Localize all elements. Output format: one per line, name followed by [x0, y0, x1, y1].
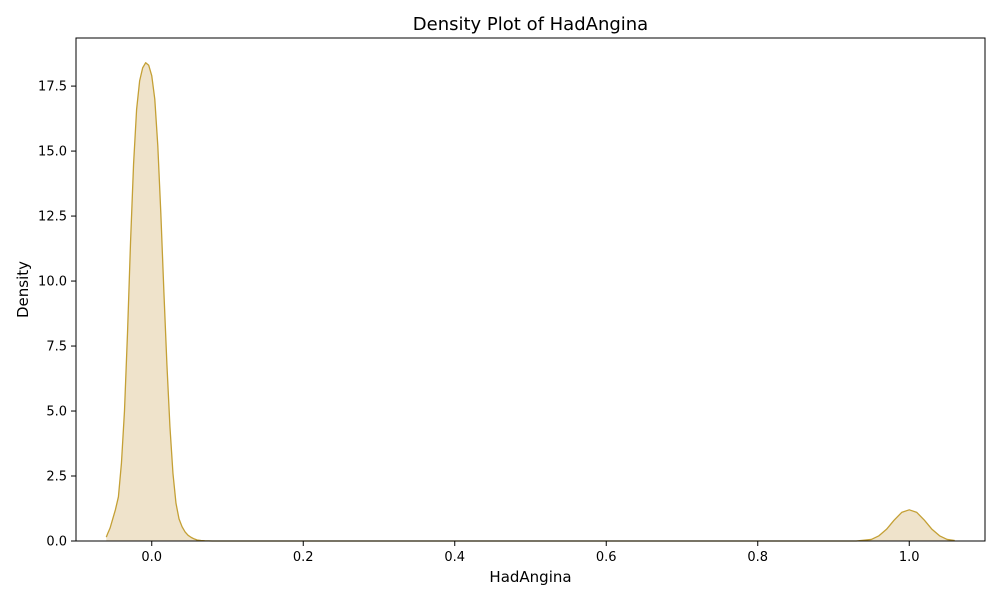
- x-axis-ticks: 0.0 0.2 0.4 0.6 0.8 1.0: [141, 541, 920, 565]
- chart-title: Density Plot of HadAngina: [413, 14, 648, 35]
- y-tick-label: 2.5: [46, 470, 67, 485]
- y-tick-label: 15.0: [38, 145, 67, 160]
- y-tick-label: 5.0: [46, 405, 67, 420]
- y-tick-label: 12.5: [38, 210, 67, 225]
- x-tick-label: 0.8: [747, 550, 768, 565]
- x-tick-label: 0.6: [596, 550, 617, 565]
- plot-frame: [75, 37, 986, 542]
- x-tick-label: 0.4: [444, 550, 465, 565]
- plot-area: [105, 62, 955, 542]
- x-axis-title: HadAngina: [489, 568, 571, 586]
- x-tick-label: 0.2: [293, 550, 314, 565]
- y-tick-label: 10.0: [38, 275, 67, 290]
- y-tick-label: 7.5: [46, 340, 67, 355]
- density-curve-line: [105, 62, 955, 542]
- density-area-fill: [106, 62, 955, 541]
- y-tick-label: 0.0: [46, 535, 67, 550]
- y-tick-label: 17.5: [38, 80, 67, 95]
- y-axis-ticks: 0.0 2.5 5.0 7.5 10.0 12.5 15.0 17.5: [38, 80, 76, 550]
- y-axis-title: Density: [14, 261, 32, 318]
- x-tick-label: 1.0: [899, 550, 920, 565]
- x-tick-label: 0.0: [141, 550, 162, 565]
